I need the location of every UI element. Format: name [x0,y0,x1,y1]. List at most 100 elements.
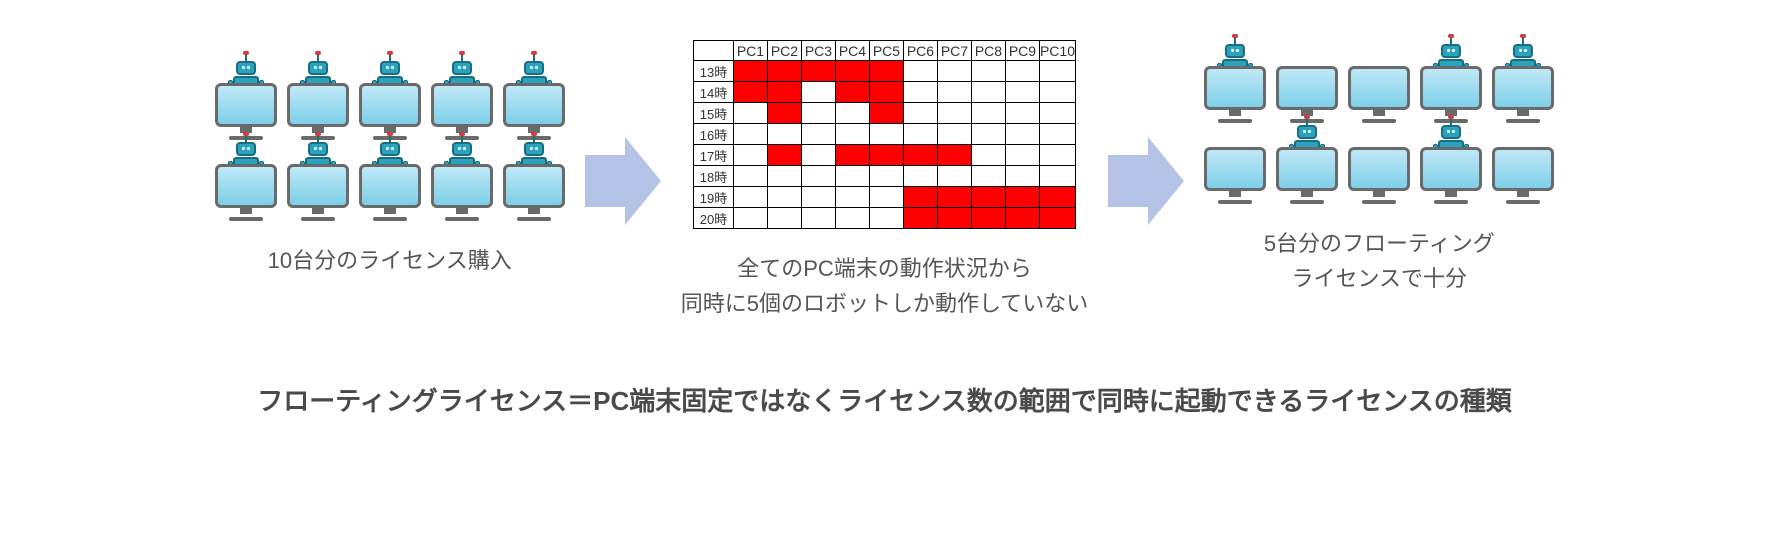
right-caption-line2: ライセンスで十分 [1291,266,1467,291]
schedule-cell [937,124,971,145]
schedule-cell [733,145,767,166]
monitor-icon [287,83,349,127]
col-header: PC10 [1039,41,1075,61]
schedule-cell [835,82,869,103]
schedule-cell [971,124,1005,145]
schedule-cell [767,61,801,82]
monitor-icon [215,164,277,208]
monitor-icon [1348,66,1410,110]
monitor-icon [1204,66,1266,110]
schedule-cell [1039,103,1075,124]
schedule-cell [1039,187,1075,208]
monitor-icon [1420,66,1482,110]
schedule-cell [1039,145,1075,166]
schedule-cell [835,187,869,208]
row-header: 13時 [693,61,733,82]
schedule-cell [835,124,869,145]
row-header: 15時 [693,103,733,124]
schedule-cell [733,166,767,187]
schedule-cell [869,208,903,229]
pc-empty [1204,147,1266,204]
pc-with-robot [1276,147,1338,204]
schedule-cell [835,166,869,187]
monitor-icon [431,164,493,208]
schedule-cell [733,103,767,124]
schedule-cell [869,187,903,208]
schedule-cell [767,124,801,145]
pc-empty [1492,147,1554,204]
schedule-cell [1039,208,1075,229]
schedule-cell [937,166,971,187]
schedule-cell [1005,187,1039,208]
monitor-icon [1204,147,1266,191]
schedule-cell [733,82,767,103]
schedule-cell [903,124,937,145]
col-header: PC7 [937,41,971,61]
col-header: PC2 [767,41,801,61]
row-header: 18時 [693,166,733,187]
center-caption: 全てのPC端末の動作状況から 同時に5個のロボットしか動作していない [681,251,1089,321]
schedule-cell [1005,82,1039,103]
schedule-cell [767,187,801,208]
row-header: 16時 [693,124,733,145]
schedule-cell [971,145,1005,166]
pc-row [1204,66,1554,123]
diagram-row: 10台分のライセンス購入 PC1PC2PC3PC4PC5PC6PC7PC8PC9… [60,40,1709,321]
schedule-cell [937,82,971,103]
schedule-cell [733,187,767,208]
monitor-icon [1420,147,1482,191]
col-header: PC6 [903,41,937,61]
schedule-cell [1005,145,1039,166]
schedule-cell [1039,124,1075,145]
schedule-cell [903,187,937,208]
row-header: 14時 [693,82,733,103]
col-header: PC8 [971,41,1005,61]
pc-with-robot [1204,66,1266,123]
schedule-cell [767,145,801,166]
schedule-cell [801,103,835,124]
left-caption: 10台分のライセンス購入 [268,243,512,278]
schedule-cell [835,208,869,229]
schedule-cell [767,166,801,187]
monitor-icon [431,83,493,127]
pc-with-robot [503,164,565,221]
center-caption-line1: 全てのPC端末の動作状況から [737,256,1032,281]
col-header: PC9 [1005,41,1039,61]
schedule-cell [869,103,903,124]
schedule-cell [903,208,937,229]
schedule-cell [1005,166,1039,187]
right-caption-line1: 5台分のフローティング [1264,231,1495,256]
monitor-icon [1276,147,1338,191]
schedule-cell [801,82,835,103]
monitor-icon [359,83,421,127]
table-corner [693,41,733,61]
monitor-icon [287,164,349,208]
schedule-cell [733,208,767,229]
schedule-cell [903,166,937,187]
schedule-cell [767,208,801,229]
schedule-cell [903,103,937,124]
col-header: PC1 [733,41,767,61]
right-pc-grid [1204,66,1554,204]
schedule-cell [1005,124,1039,145]
schedule-cell [733,61,767,82]
schedule-cell [767,82,801,103]
pc-empty [1348,147,1410,204]
schedule-cell [971,208,1005,229]
pc-with-robot [1420,147,1482,204]
schedule-cell [801,166,835,187]
center-caption-line2: 同時に5個のロボットしか動作していない [681,291,1089,316]
schedule-cell [835,103,869,124]
monitor-icon [359,164,421,208]
schedule-table: PC1PC2PC3PC4PC5PC6PC7PC8PC9PC1013時14時15時… [693,40,1076,229]
schedule-cell [1005,103,1039,124]
schedule-cell [801,145,835,166]
schedule-cell [971,166,1005,187]
schedule-cell [971,103,1005,124]
left-pc-grid [215,83,565,221]
schedule-cell [971,82,1005,103]
row-header: 17時 [693,145,733,166]
monitor-icon [1492,147,1554,191]
schedule-cell [801,124,835,145]
col-header: PC4 [835,41,869,61]
